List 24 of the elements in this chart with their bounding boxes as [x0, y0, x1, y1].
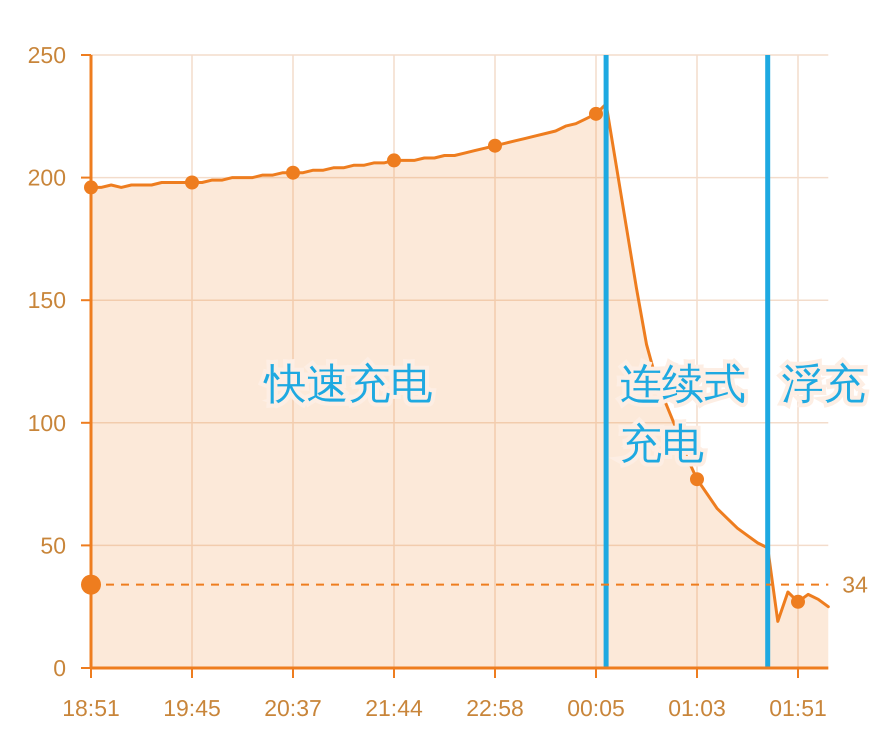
y-tick-label: 50 — [40, 532, 66, 558]
point — [690, 472, 704, 486]
point — [791, 594, 805, 609]
x-tick-label: 00:05 — [567, 695, 625, 721]
point — [185, 176, 199, 190]
x-tick-label: 01:03 — [668, 695, 726, 721]
x-tick-label: 01:51 — [769, 695, 827, 721]
y-tick-label: 150 — [28, 287, 66, 314]
point — [387, 153, 401, 168]
y-tick-label: 250 — [28, 42, 66, 68]
point — [488, 138, 502, 153]
ref-line-label: 34 — [842, 572, 868, 598]
x-tick-label: 18:51 — [62, 695, 120, 721]
x-tick-label: 21:44 — [365, 695, 423, 721]
y-tick-label: 100 — [28, 410, 66, 436]
point — [589, 106, 603, 121]
y-tick-label: 0 — [53, 655, 66, 681]
x-tick-label: 22:58 — [466, 695, 524, 721]
y-tick-label: 200 — [28, 164, 66, 191]
x-tick-label: 20:37 — [264, 695, 322, 721]
x-tick-label: 19:45 — [163, 695, 221, 721]
point — [286, 166, 300, 180]
annotation: 快速充电 — [262, 360, 433, 407]
annotation: 浮充 — [782, 360, 866, 407]
